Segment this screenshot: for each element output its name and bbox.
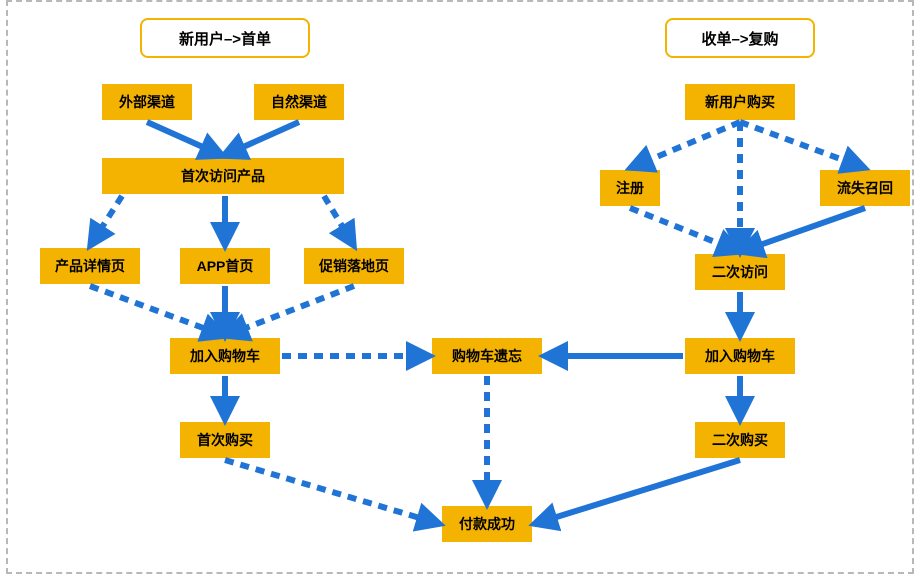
node-first-visit: 首次访问产品 <box>102 158 344 194</box>
node-label: 注册 <box>616 178 644 198</box>
node-add-cart-left: 加入购物车 <box>170 338 280 374</box>
node-label: 首次访问产品 <box>181 166 265 186</box>
node-prod-detail: 产品详情页 <box>40 248 140 284</box>
node-cart-forgot: 购物车遗忘 <box>432 338 542 374</box>
header-right: 收单–>复购 <box>665 18 815 58</box>
node-register: 注册 <box>600 170 660 206</box>
node-pay-success: 付款成功 <box>442 506 532 542</box>
node-label: 首次购买 <box>197 430 253 450</box>
header-left: 新用户–>首单 <box>140 18 310 58</box>
node-second-visit: 二次访问 <box>695 254 785 290</box>
node-add-cart-right: 加入购物车 <box>685 338 795 374</box>
node-label: APP首页 <box>197 256 254 276</box>
node-label: 促销落地页 <box>319 256 389 276</box>
node-label: 自然渠道 <box>271 92 327 112</box>
node-ext-channel: 外部渠道 <box>102 84 192 120</box>
node-label: 二次访问 <box>712 262 768 282</box>
node-label: 加入购物车 <box>190 346 260 366</box>
node-second-buy: 二次购买 <box>695 422 785 458</box>
node-label: 外部渠道 <box>119 92 175 112</box>
diagram-canvas: 新用户–>首单 收单–>复购 外部渠道 自然渠道 首次访问产品 产品详情页 AP… <box>0 0 922 576</box>
node-label: 二次购买 <box>712 430 768 450</box>
node-churn-recall: 流失召回 <box>820 170 910 206</box>
node-promo-landing: 促销落地页 <box>304 248 404 284</box>
node-new-user-buy: 新用户购买 <box>685 84 795 120</box>
header-left-label: 新用户–>首单 <box>179 28 271 49</box>
node-first-buy: 首次购买 <box>180 422 270 458</box>
node-label: 流失召回 <box>837 178 893 198</box>
node-label: 加入购物车 <box>705 346 775 366</box>
node-label: 新用户购买 <box>705 92 775 112</box>
header-right-label: 收单–>复购 <box>701 28 778 49</box>
node-app-home: APP首页 <box>180 248 270 284</box>
node-label: 购物车遗忘 <box>452 346 522 366</box>
node-nat-channel: 自然渠道 <box>254 84 344 120</box>
node-label: 产品详情页 <box>55 256 125 276</box>
node-label: 付款成功 <box>459 514 515 534</box>
